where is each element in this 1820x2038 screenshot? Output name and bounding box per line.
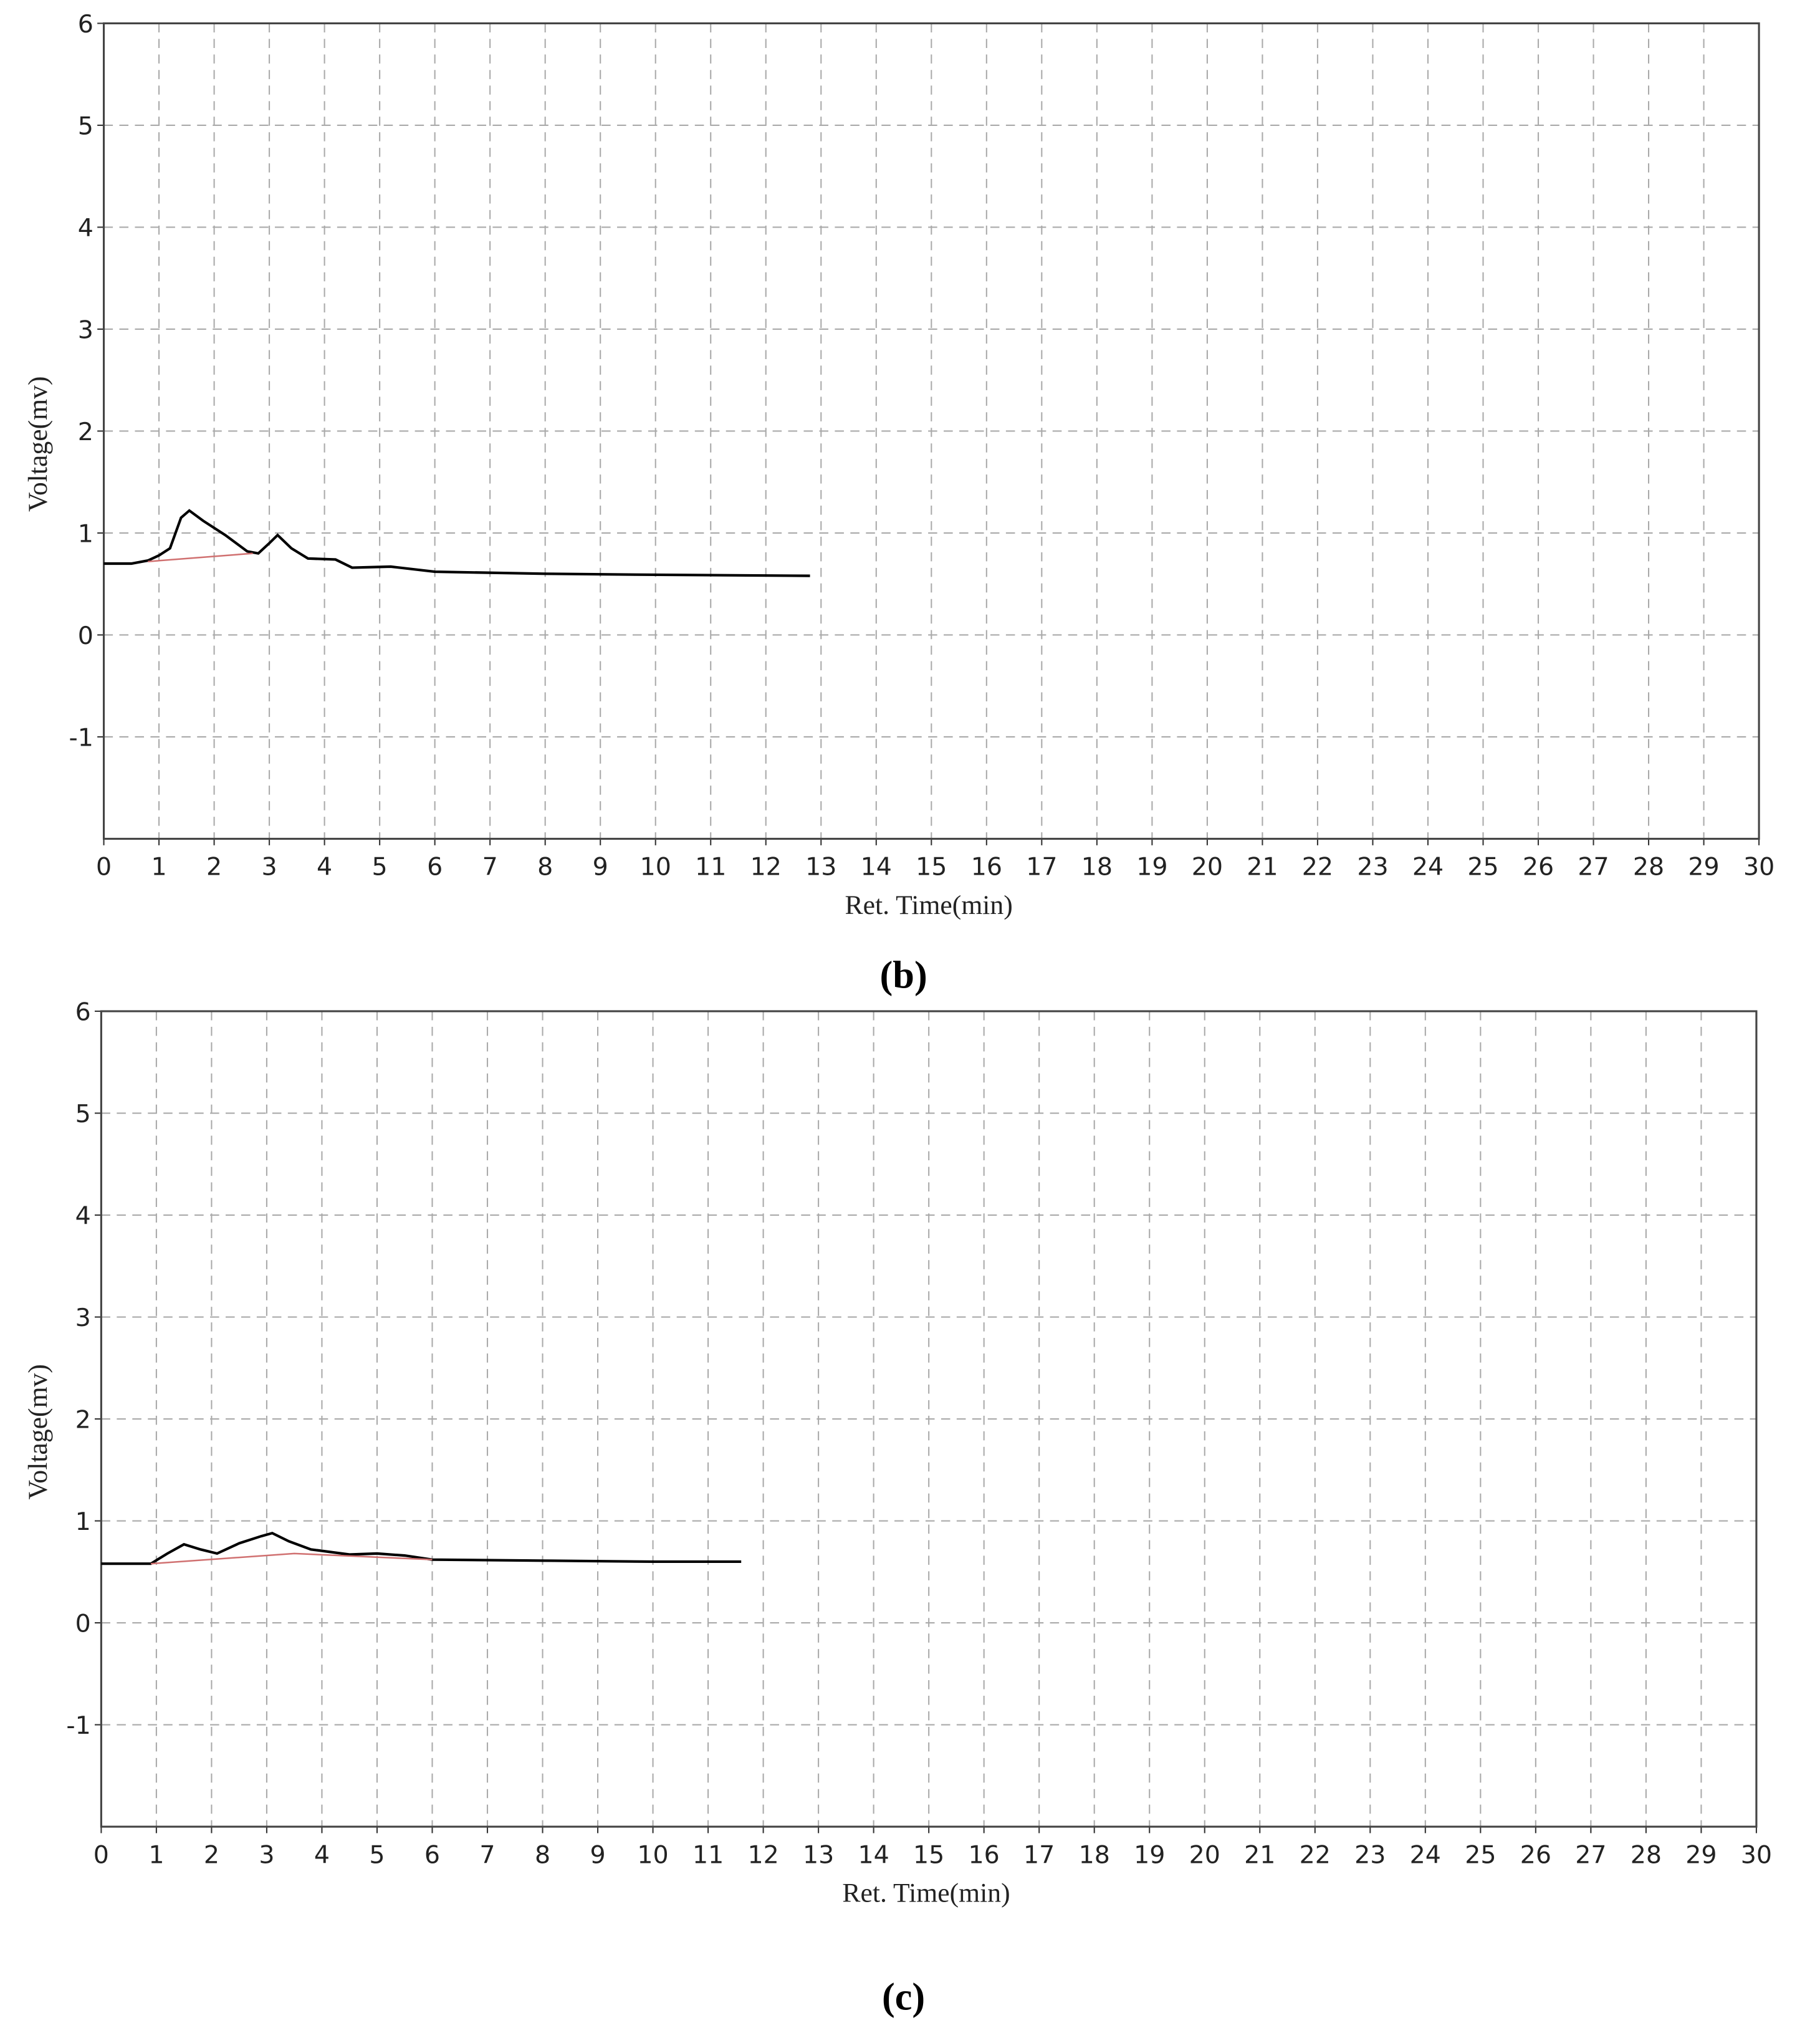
x-tick-label: 21 [1244,1840,1275,1869]
panel-caption: (c) [882,1975,925,2018]
x-tick-label: 6 [424,1840,440,1869]
trace [150,1552,433,1565]
x-tick-label: 9 [593,853,608,882]
y-tick-label: 5 [78,112,93,140]
x-tick-label: 7 [479,1840,495,1869]
x-tick-label: 20 [1192,853,1223,882]
x-tick-label: 11 [692,1840,724,1869]
x-tick-label: 21 [1247,853,1278,882]
x-tick-label: 5 [369,1840,385,1869]
y-axis-title: Voltage(mv) [23,377,53,512]
y-tick-label: 3 [78,315,93,344]
x-tick-label: 3 [262,853,277,882]
x-tick-label: 13 [805,853,836,882]
trace [103,509,810,577]
x-tick-label: 19 [1136,853,1167,882]
x-tick-label: 15 [913,1840,944,1869]
y-tick-label: 5 [75,1100,91,1128]
x-tick-label: 0 [93,1840,109,1869]
x-tick-label: 14 [858,1840,889,1869]
x-tick-label: 16 [971,853,1002,882]
x-tick-label: 28 [1633,853,1664,882]
x-axis-title: Ret. Time(min) [842,1878,1010,1908]
x-tick-label: 15 [916,853,947,882]
y-tick-label: 3 [75,1304,91,1332]
x-tick-label: 7 [482,853,498,882]
x-tick-label: 2 [204,1840,219,1869]
y-tick-label: 4 [75,1202,91,1231]
y-tick-label: 1 [75,1507,91,1536]
y-tick-label: 2 [75,1406,91,1435]
x-tick-label: 30 [1743,853,1775,882]
x-tick-label: 26 [1523,853,1554,882]
panel-caption: (b) [879,954,927,997]
x-tick-label: 18 [1081,853,1113,882]
x-tick-label: 2 [206,853,222,882]
x-tick-label: 13 [803,1840,834,1869]
y-tick-label: 0 [78,622,93,650]
y-tick-label: 4 [78,214,93,243]
x-tick-label: 16 [969,1840,1000,1869]
y-tick-label: 6 [75,998,91,1027]
x-tick-label: 10 [637,1840,668,1869]
x-tick-label: 30 [1741,1840,1772,1869]
x-tick-label: 8 [537,853,553,882]
x-tick-label: 22 [1300,1840,1331,1869]
x-tick-label: 24 [1410,1840,1441,1869]
x-tick-label: 25 [1465,1840,1496,1869]
x-tick-label: 25 [1467,853,1498,882]
x-tick-label: 19 [1134,1840,1165,1869]
x-tick-label: 27 [1575,1840,1606,1869]
trace [101,1531,742,1565]
x-tick-label: 27 [1578,853,1609,882]
x-tick-label: 18 [1079,1840,1110,1869]
x-tick-label: 29 [1685,1840,1717,1869]
x-tick-label: 10 [640,853,671,882]
y-tick-label: 0 [75,1610,91,1638]
x-tick-label: 17 [1026,853,1057,882]
x-tick-label: 12 [750,853,782,882]
x-tick-label: 1 [151,853,166,882]
x-tick-label: 23 [1357,853,1388,882]
x-tick-label: 8 [535,1840,550,1869]
y-tick-label: 6 [78,10,93,39]
x-tick-label: 17 [1023,1840,1055,1869]
x-tick-label: 29 [1688,853,1719,882]
x-axis-title: Ret. Time(min) [845,890,1013,920]
x-tick-label: 23 [1354,1840,1386,1869]
x-tick-label: 6 [427,853,443,882]
x-tick-label: 1 [148,1840,164,1869]
x-tick-label: 20 [1189,1840,1220,1869]
x-tick-label: 28 [1631,1840,1662,1869]
x-tick-label: 26 [1520,1840,1551,1869]
x-tick-label: 22 [1302,853,1333,882]
plot-frame [102,22,1760,840]
x-tick-label: 4 [314,1840,330,1869]
x-tick-label: 0 [96,853,112,882]
y-tick-label: -1 [66,1711,90,1740]
plot-frame [100,1010,1758,1828]
x-tick-label: 5 [372,853,388,882]
x-tick-label: 4 [317,853,332,882]
x-tick-label: 24 [1412,853,1444,882]
x-tick-label: 12 [747,1840,778,1869]
y-axis-title: Voltage(mv) [23,1364,53,1499]
x-tick-label: 3 [259,1840,274,1869]
trace [148,552,253,562]
x-tick-label: 9 [590,1840,605,1869]
y-tick-label: 1 [78,519,93,548]
y-tick-label: -1 [69,724,93,752]
y-tick-label: 2 [78,418,93,446]
x-tick-label: 14 [861,853,892,882]
x-tick-label: 11 [695,853,726,882]
